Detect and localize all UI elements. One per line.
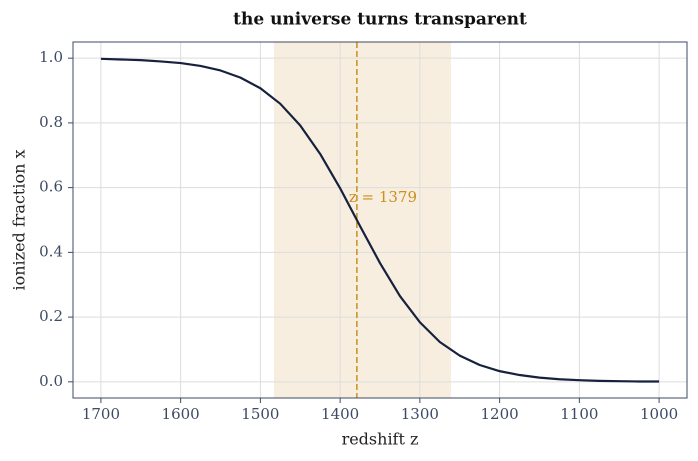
x-tick-label: 1600 — [162, 405, 200, 423]
x-tick-label: 1400 — [321, 405, 359, 423]
x-tick-label: 1700 — [82, 405, 120, 423]
line — [100, 57, 660, 383]
x-tick-label: 1500 — [241, 405, 279, 423]
plot-frame — [72, 41, 688, 399]
x-tick-label: 1300 — [401, 405, 439, 423]
y-tick-label: 0.4 — [39, 242, 63, 260]
annotation: z = 1379 — [349, 188, 417, 206]
x-tick-label: 1200 — [481, 405, 519, 423]
y-tick-label: 0.8 — [39, 113, 63, 131]
chart-title: the universe turns transparent — [233, 10, 527, 30]
y-tick-label: 0.6 — [39, 178, 63, 196]
x-tick-label: 1100 — [560, 405, 598, 423]
x-tick-label: 1000 — [640, 405, 678, 423]
shaded-region — [273, 42, 451, 398]
x-axis-label: redshift z — [342, 430, 419, 449]
y-tick-label: 0.0 — [39, 372, 63, 390]
y-axis-label: ionized fraction x — [10, 149, 29, 290]
y-tick-label: 0.2 — [39, 307, 63, 325]
y-tick-label: 1.0 — [39, 48, 63, 66]
